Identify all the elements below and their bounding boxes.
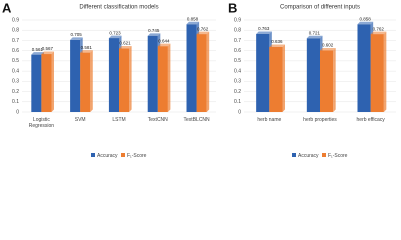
bar: [357, 24, 371, 112]
value-label: 0.567: [42, 46, 54, 51]
legend-label: F₁-Score: [328, 153, 348, 159]
bar-top: [357, 21, 374, 25]
y-tick-label: 0.7: [12, 38, 19, 44]
y-tick-label: 0.1: [234, 99, 241, 105]
x-tick-label: herb name: [257, 117, 281, 123]
x-tick-label: LSTM: [112, 117, 125, 123]
x-tick-label: Logistic Regression: [29, 117, 55, 129]
value-label: 0.762: [197, 26, 209, 31]
bar: [80, 52, 91, 112]
y-tick-label: 0.1: [12, 99, 19, 105]
legend-label: Accuracy: [298, 153, 319, 159]
value-label: 0.621: [119, 41, 131, 46]
panel-label: A: [2, 0, 12, 15]
bar: [269, 46, 283, 113]
bar-side: [282, 44, 286, 113]
bar: [196, 34, 207, 112]
bar-side: [206, 31, 210, 112]
y-tick-label: 0: [238, 109, 241, 115]
bar-top: [70, 37, 83, 40]
value-label: 0.745: [148, 28, 160, 33]
bar-side: [129, 46, 132, 112]
value-label: 0.561: [32, 47, 44, 52]
bar-top: [147, 33, 161, 36]
y-tick-label: 0.4: [234, 68, 241, 74]
value-label: 0.763: [258, 26, 270, 31]
bar-top: [256, 31, 272, 35]
legend-swatch: [292, 153, 296, 157]
y-tick-label: 0: [16, 109, 19, 115]
bar-side: [90, 50, 93, 112]
bar-top: [186, 21, 200, 25]
chart-title: Different classification models: [79, 5, 158, 11]
x-tick-label: TextCNN: [148, 117, 168, 123]
x-tick-label: herb properties: [303, 117, 337, 123]
panel-label: B: [228, 0, 237, 15]
legend-swatch: [322, 153, 326, 157]
x-tick-label: SVM: [75, 117, 86, 123]
y-tick-label: 0.3: [234, 79, 241, 85]
value-label: 0.636: [271, 39, 283, 44]
y-tick-label: 0.9: [12, 17, 19, 23]
x-tick-label: TextBLCNN: [184, 117, 211, 123]
value-label: 0.602: [322, 43, 334, 48]
legend-label: F₁-Score: [127, 153, 147, 159]
value-label: 0.721: [309, 30, 321, 35]
y-tick-label: 0.2: [234, 89, 241, 95]
y-tick-label: 0.5: [234, 58, 241, 64]
bar-top: [108, 35, 122, 39]
bar: [41, 54, 52, 112]
bar: [157, 46, 168, 113]
bar-top: [306, 35, 323, 39]
bar: [31, 54, 42, 112]
bar: [306, 38, 320, 113]
bar: [186, 24, 197, 112]
value-label: 0.644: [158, 38, 170, 43]
figure: A Different classification models 0 0.1 0.2 0…: [2, 0, 396, 159]
bar-top: [269, 44, 286, 47]
value-label: 0.723: [109, 30, 121, 35]
y-tick-label: 0.3: [12, 79, 19, 85]
bar-top: [41, 51, 54, 55]
bar: [320, 50, 334, 112]
y-tick-label: 0.6: [234, 48, 241, 54]
value-label: 0.762: [373, 26, 385, 31]
y-tick-label: 0.5: [12, 58, 19, 64]
bar: [70, 39, 81, 112]
bar-top: [320, 47, 336, 51]
legend-label: Accuracy: [97, 153, 118, 159]
bar: [256, 34, 270, 113]
chart-title: Comparison of different inputs: [280, 5, 360, 11]
value-label: 0.705: [71, 32, 83, 37]
bar: [147, 35, 158, 112]
bar: [108, 38, 119, 112]
y-tick-label: 0.4: [12, 68, 19, 74]
bar-side: [383, 31, 387, 112]
bar-top: [157, 43, 171, 47]
legend-swatch: [91, 153, 95, 157]
y-tick-label: 0.8: [12, 28, 19, 34]
x-tick-label: herb efficacy: [357, 117, 386, 123]
legend-swatch: [121, 153, 125, 157]
bar: [370, 34, 384, 112]
bar-top: [196, 31, 210, 35]
y-tick-label: 0.7: [234, 38, 241, 44]
bar-side: [167, 43, 171, 113]
y-tick-label: 0.6: [12, 48, 19, 54]
value-label: 0.858: [187, 16, 199, 21]
bar: [119, 48, 130, 112]
bar-top: [31, 52, 44, 55]
bar-top: [80, 50, 93, 53]
y-tick-label: 0.2: [12, 89, 19, 95]
bar-side: [51, 51, 54, 112]
value-label: 0.581: [81, 45, 93, 50]
bar-side: [333, 47, 336, 113]
bar-top: [119, 46, 132, 49]
value-label: 0.858: [359, 16, 371, 21]
bar-top: [370, 31, 387, 35]
y-tick-label: 0.9: [234, 17, 241, 23]
y-tick-label: 0.8: [234, 28, 241, 34]
